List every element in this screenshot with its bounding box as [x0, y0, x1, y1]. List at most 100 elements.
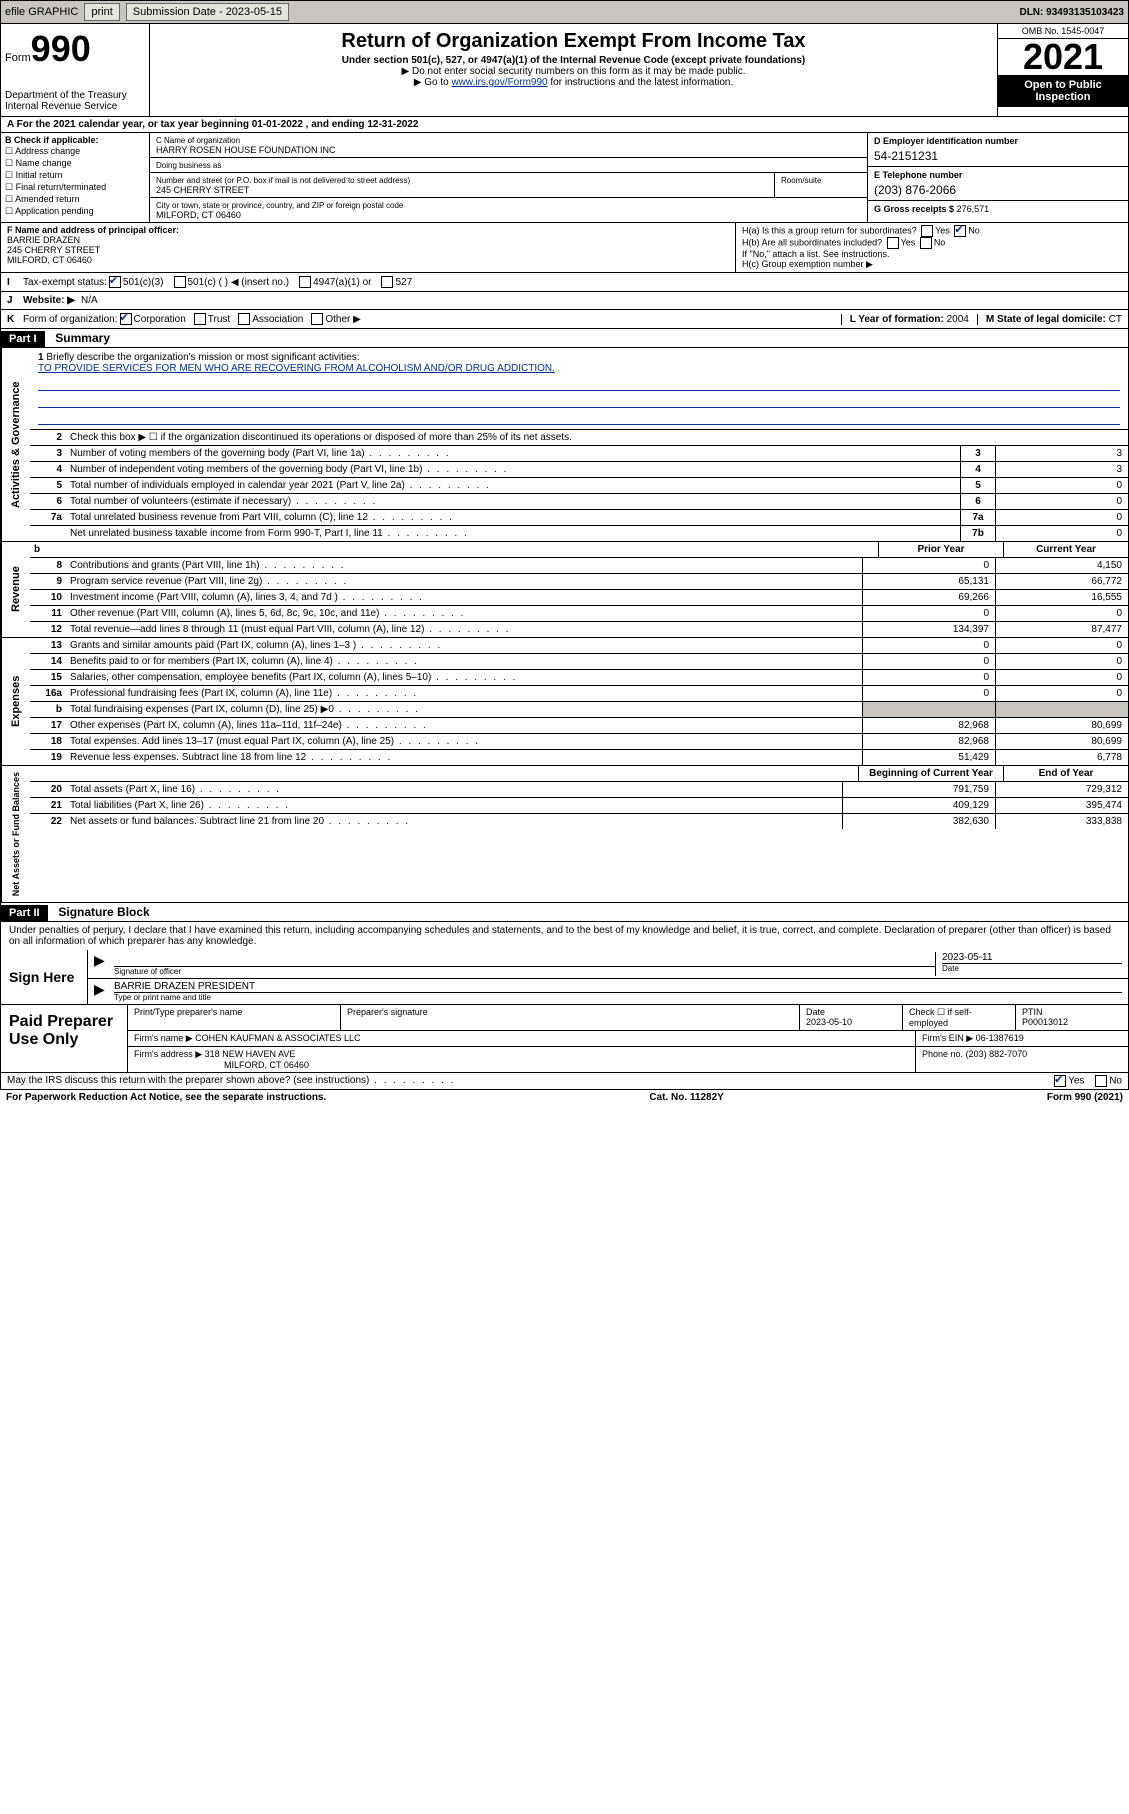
open-public-badge: Open to Public Inspection [998, 75, 1128, 107]
expense-line: 18Total expenses. Add lines 13–17 (must … [30, 734, 1128, 750]
current-year-hdr: Current Year [1003, 542, 1128, 557]
form-prefix: Form [5, 52, 31, 64]
row-k-label: Form of organization: [23, 314, 118, 325]
hc-label: H(c) Group exemption number ▶ [742, 259, 1122, 270]
row-k-lead: K [7, 314, 23, 325]
hb-note: If "No," attach a list. See instructions… [742, 249, 1122, 259]
col-c: C Name of organization HARRY ROSEN HOUSE… [150, 133, 867, 222]
row-a: A For the 2021 calendar year, or tax yea… [0, 117, 1129, 133]
chk-4947[interactable] [299, 276, 311, 288]
net-line: 21Total liabilities (Part X, line 26)409… [30, 798, 1128, 814]
expense-line: 13Grants and similar amounts paid (Part … [30, 638, 1128, 654]
officer-city: MILFORD, CT 06460 [7, 255, 92, 265]
firm-ein-label: Firm's EIN ▶ [922, 1033, 973, 1043]
city-val: MILFORD, CT 06460 [156, 210, 241, 220]
hb-yes[interactable] [887, 237, 899, 249]
revenue-line: 8Contributions and grants (Part VIII, li… [30, 558, 1128, 574]
chk-corp[interactable] [120, 313, 132, 325]
chk-other[interactable] [311, 313, 323, 325]
chk-final[interactable]: ☐ Final return/terminated [5, 182, 145, 193]
phone: (203) 876-2066 [874, 180, 1122, 197]
expense-line: 16aProfessional fundraising fees (Part I… [30, 686, 1128, 702]
l-label: L Year of formation: [850, 314, 944, 325]
tax-year: 2021 [998, 39, 1128, 75]
form-number-block: Form990 Department of the Treasury Inter… [1, 24, 150, 116]
side-label-exp: Expenses [1, 638, 30, 765]
mission-label: Briefly describe the organization's miss… [46, 352, 359, 363]
year-hdr-b: b [30, 542, 66, 557]
dba-label: Doing business as [156, 161, 221, 170]
revenue-line: 10Investment income (Part VIII, column (… [30, 590, 1128, 606]
ha-label: H(a) Is this a group return for subordin… [742, 225, 917, 235]
chk-initial[interactable]: ☐ Initial return [5, 170, 145, 181]
may-irs-yes[interactable] [1054, 1075, 1066, 1087]
l-val: 2004 [947, 314, 969, 325]
m-val: CT [1109, 314, 1122, 325]
dept-label: Department of the Treasury Internal Reve… [5, 90, 145, 112]
expense-line: 19Revenue less expenses. Subtract line 1… [30, 750, 1128, 765]
side-label-rev: Revenue [1, 542, 30, 637]
row-i-label: Tax-exempt status: [23, 277, 107, 288]
may-irs-no[interactable] [1095, 1075, 1107, 1087]
org-name: HARRY ROSEN HOUSE FOUNDATION INC [156, 145, 336, 155]
chk-501c[interactable] [174, 276, 186, 288]
row-i-lead: I [7, 277, 23, 288]
print-button[interactable]: print [84, 3, 119, 21]
footer-cat: Cat. No. 11282Y [649, 1092, 723, 1103]
firm-name-label: Firm's name ▶ [134, 1033, 193, 1043]
preparer-block: Paid Preparer Use Only Print/Type prepar… [0, 1005, 1129, 1073]
chk-assoc[interactable] [238, 313, 250, 325]
chk-527[interactable] [381, 276, 393, 288]
dln: DLN: 93493135103423 [1019, 7, 1124, 18]
chk-trust[interactable] [194, 313, 206, 325]
prep-name-hdr: Print/Type preparer's name [128, 1005, 341, 1030]
firm-name: COHEN KAUFMAN & ASSOCIATES LLC [195, 1033, 360, 1043]
chk-amended[interactable]: ☐ Amended return [5, 194, 145, 205]
footer: For Paperwork Reduction Act Notice, see … [0, 1090, 1129, 1105]
header-right: OMB No. 1545-0047 2021 Open to Public In… [997, 24, 1128, 116]
row-fh: F Name and address of principal officer:… [0, 223, 1129, 273]
chk-application[interactable]: ☐ Application pending [5, 206, 145, 217]
prep-sig-hdr: Preparer's signature [341, 1005, 800, 1030]
submission-date: Submission Date - 2023-05-15 [126, 3, 289, 21]
prep-label: Paid Preparer Use Only [1, 1005, 127, 1072]
hb-no[interactable] [920, 237, 932, 249]
part1-header: Part I Summary [0, 329, 1129, 348]
chk-name[interactable]: ☐ Name change [5, 158, 145, 169]
col-d: D Employer identification number 54-2151… [867, 133, 1128, 222]
prep-date-hdr: Date [806, 1007, 825, 1017]
firm-city: MILFORD, CT 06460 [224, 1060, 309, 1070]
row-j-label: Website: ▶ [23, 295, 75, 306]
ha-no[interactable] [954, 225, 966, 237]
row-j: J Website: ▶ N/A [0, 292, 1129, 310]
gov-line: 7aTotal unrelated business revenue from … [30, 510, 1128, 526]
prep-phone-label: Phone no. [922, 1049, 963, 1059]
firm-addr-label: Firm's address ▶ [134, 1049, 202, 1059]
firm-ein: 06-1387619 [976, 1033, 1024, 1043]
end-year-hdr: End of Year [1003, 766, 1128, 781]
form-title: Return of Organization Exempt From Incom… [160, 30, 987, 53]
gross-val: 276,571 [957, 204, 990, 214]
side-label-net: Net Assets or Fund Balances [1, 766, 30, 902]
city-label: City or town, state or province, country… [156, 201, 403, 210]
chk-501c3[interactable] [109, 276, 121, 288]
chk-address[interactable]: ☐ Address change [5, 146, 145, 157]
irs-link[interactable]: www.irs.gov/Form990 [451, 77, 547, 88]
part2-title: Signature Block [50, 903, 157, 921]
sig-date: 2023-05-11 [942, 952, 1122, 963]
ha-yes[interactable] [921, 225, 933, 237]
net-section: Net Assets or Fund Balances Beginning of… [0, 766, 1129, 903]
revenue-section: Revenue b Prior Year Current Year 8Contr… [0, 542, 1129, 638]
officer-name: BARRIE DRAZEN [7, 235, 80, 245]
header-title-block: Return of Organization Exempt From Incom… [150, 24, 997, 116]
row-f-label: F Name and address of principal officer: [7, 225, 179, 235]
gov-line: Net unrelated business taxable income fr… [30, 526, 1128, 541]
note2-post: for instructions and the latest informat… [548, 77, 734, 88]
sig-arrow-icon-2: ▶ [94, 981, 114, 1002]
begin-year-hdr: Beginning of Current Year [858, 766, 1003, 781]
ein: 54-2151231 [874, 146, 1122, 163]
ein-label: D Employer identification number [874, 136, 1018, 146]
website-val: N/A [81, 295, 98, 306]
signature-block: Under penalties of perjury, I declare th… [0, 922, 1129, 1005]
row-klm: K Form of organization: Corporation Trus… [0, 310, 1129, 329]
